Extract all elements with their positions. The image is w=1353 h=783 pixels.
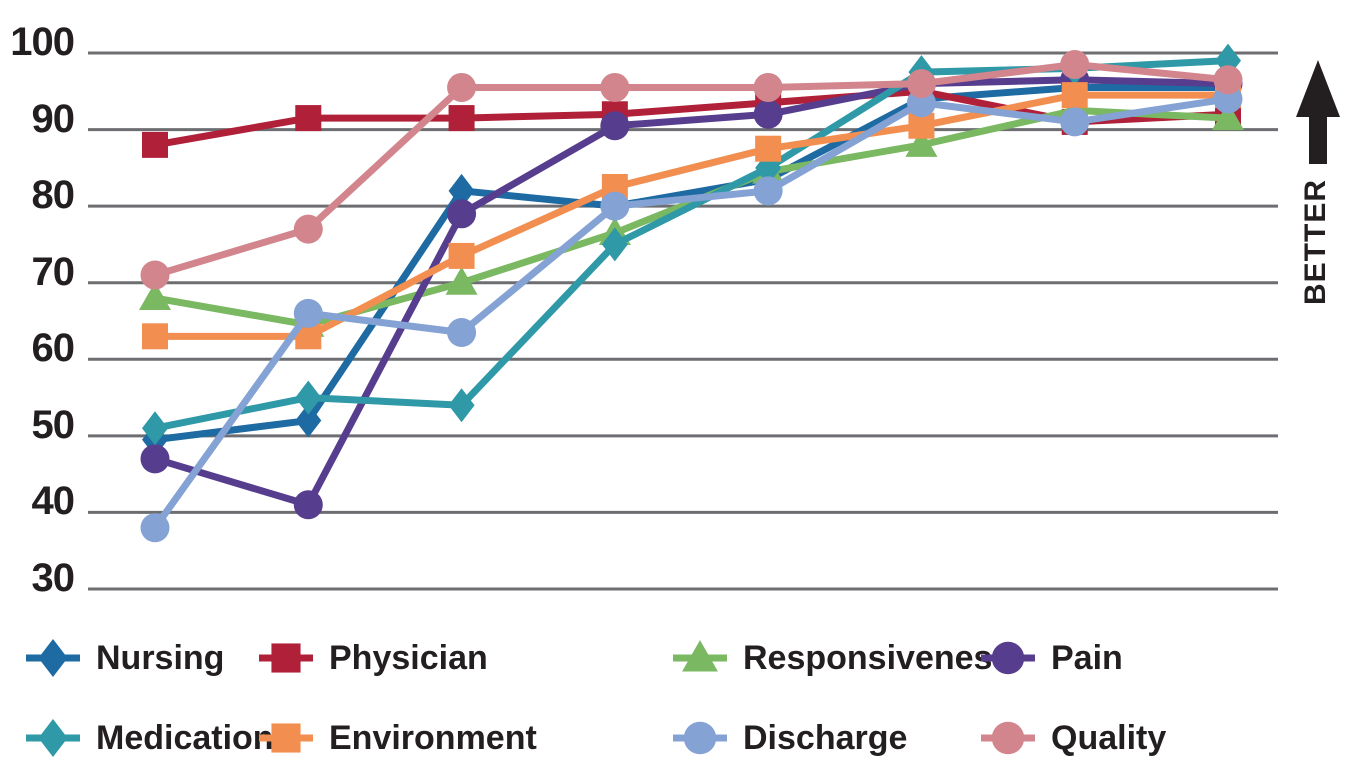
legend-item-quality: Quality — [980, 716, 1166, 760]
data-point-quality — [447, 72, 477, 102]
nursing-marker-icon — [26, 638, 80, 678]
legend-marker — [38, 718, 68, 758]
data-point-pain — [447, 199, 477, 229]
physician-marker-icon — [259, 643, 313, 673]
quality-marker-icon — [981, 721, 1035, 755]
data-point-nursing — [295, 403, 322, 438]
data-point-discharge — [1060, 107, 1090, 137]
y-axis-tick-label: 70 — [31, 250, 76, 294]
data-point-discharge — [140, 513, 170, 543]
data-point-nursing — [448, 173, 475, 208]
y-axis-tick-label: 100 — [10, 20, 75, 64]
legend-item-pain: Pain — [980, 636, 1123, 680]
y-axis-tick-label: 50 — [31, 403, 76, 447]
legend-label: Physician — [329, 638, 488, 677]
data-point-quality — [293, 214, 323, 244]
environment-marker-icon — [259, 723, 313, 753]
data-point-medications — [448, 388, 475, 423]
legend-item-responsiveness: Responsiveness — [672, 636, 1011, 680]
legend-marker — [271, 643, 301, 673]
responsiveness-marker-icon — [673, 640, 727, 672]
legend-marker — [991, 641, 1025, 675]
series-line-environment — [151, 91, 1232, 340]
y-axis-tick-label: 80 — [31, 173, 76, 217]
legend-label: Pain — [1051, 638, 1123, 677]
legend-item-nursing: Nursing — [25, 636, 224, 680]
data-point-discharge — [447, 317, 477, 347]
data-point-quality — [140, 260, 170, 290]
data-point-physician — [448, 105, 475, 132]
legend-item-physician: Physician — [258, 636, 488, 680]
data-point-discharge — [753, 176, 783, 206]
y-axis-tick-label: 60 — [31, 326, 76, 370]
data-point-quality — [753, 72, 783, 102]
legend-label: Responsiveness — [743, 638, 1012, 677]
data-point-quality — [1060, 49, 1090, 79]
data-point-quality — [906, 69, 936, 99]
data-point-environment — [1061, 82, 1088, 109]
data-point-responsiveness — [1212, 102, 1244, 131]
data-point-physician — [295, 105, 322, 132]
legend-marker — [991, 721, 1025, 755]
better-up-arrow-icon — [1296, 60, 1340, 164]
legend-marker — [38, 638, 68, 678]
legend-marker — [271, 723, 301, 753]
pain-marker-icon — [981, 641, 1035, 675]
data-point-medications — [295, 380, 322, 415]
data-point-responsiveness — [445, 266, 478, 295]
data-point-physician — [142, 131, 168, 158]
y-axis-tick-label: 40 — [31, 479, 76, 523]
legend-label: Discharge — [743, 718, 908, 757]
data-point-medications — [601, 227, 628, 262]
legend: Nursing Physician Responsiveness Pain Me… — [0, 615, 1290, 783]
data-point-environment — [142, 323, 168, 350]
data-point-medications — [142, 411, 168, 446]
data-point-environment — [448, 242, 475, 269]
series-line-discharge — [151, 95, 1232, 532]
y-axis-tick-label: 30 — [31, 556, 76, 600]
legend-item-medications: Medications — [25, 716, 292, 760]
legend-marker — [682, 640, 718, 672]
legend-label: Environment — [329, 718, 537, 757]
y-axis-tick-label: 90 — [31, 97, 76, 141]
legend-label: Quality — [1051, 718, 1167, 757]
better-label: BETTER — [1299, 179, 1332, 305]
data-point-environment — [755, 135, 782, 162]
data-point-responsiveness — [905, 128, 938, 157]
legend-item-discharge: Discharge — [672, 716, 907, 760]
discharge-marker-icon — [673, 721, 727, 755]
data-point-quality — [1213, 65, 1243, 95]
data-point-responsiveness — [139, 282, 171, 311]
y-axis: 100 90 80 70 60 50 40 30 — [0, 0, 76, 620]
data-point-pain — [600, 111, 630, 141]
medications-marker-icon — [26, 718, 80, 758]
data-point-pain — [753, 99, 783, 129]
data-point-pain — [293, 490, 323, 520]
series-line-quality — [151, 60, 1232, 279]
legend-label: Nursing — [96, 638, 225, 677]
data-point-discharge — [293, 298, 323, 328]
legend-marker — [683, 721, 717, 755]
data-point-discharge — [600, 191, 630, 221]
series-line-nursing — [151, 83, 1232, 444]
series-line-pain — [151, 76, 1232, 509]
data-point-pain — [140, 444, 170, 474]
data-point-quality — [600, 72, 630, 102]
legend-item-environment: Environment — [258, 716, 537, 760]
